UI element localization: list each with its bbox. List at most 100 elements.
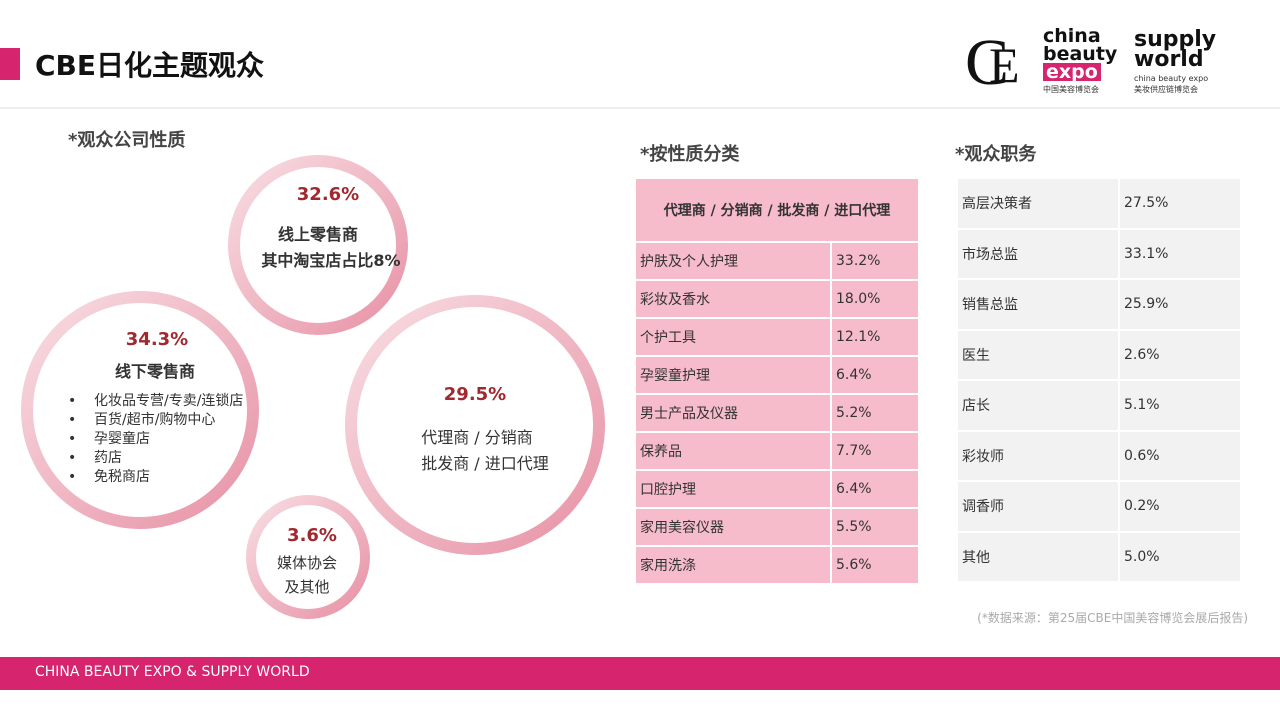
bullet: • [68,393,77,409]
bullet: • [68,450,77,466]
item-text: 百货/超市/购物中心 [94,412,216,428]
bullet: • [68,412,77,428]
logo-line: beauty [1043,43,1118,65]
cell: 孕婴童护理 [634,355,832,395]
line: 代理商 / 分销商 [421,428,533,447]
row: 孕婴童护理 6.4% [634,355,920,395]
row: 彩妆及香水 18.0% [634,279,920,319]
percent: 29.5% [443,384,507,405]
cell: 2.6% [1118,328,1242,381]
logo-mark: CE [965,26,1020,96]
item-text: 药店 [94,450,122,466]
bullet-list: • 化妆品专营/专卖/连锁店 • 百货/超市/购物中心 • 孕婴童店 • 药店 • 免税商店 [68,392,243,487]
cell: 医生 [956,328,1120,381]
logo-text: supply world [1134,27,1217,72]
bullet: • [68,469,77,485]
row: 保养品 7.7% [634,431,920,471]
logo-line: world [1134,47,1204,72]
cell: 6.4% [830,469,920,509]
footer-text: CHINA BEAUTY EXPO & SUPPLY WORLD [35,664,310,680]
circles [21,155,605,619]
cell: 5.6% [830,545,920,585]
logo-sub: 美妆供应链博览会 [1134,85,1198,94]
row: 调香师 0.2% [956,480,1242,533]
logo-text: china beauty expo [1043,25,1118,82]
row: 销售总监 25.9% [956,278,1242,331]
cell: 12.1% [830,317,920,357]
logo-sub: 中国美容博览会 [1043,85,1099,94]
bullet-item: • 免税商店 [68,468,243,487]
cell: 33.1% [1118,227,1242,280]
cell: 其他 [956,530,1120,583]
bullet-item: • 药店 [68,449,243,468]
cell: 口腔护理 [634,469,832,509]
cell: 7.7% [830,431,920,471]
page-title: CBE日化主题观众 [35,49,265,82]
circle [246,495,370,619]
bullet: • [68,431,77,447]
cell: 33.2% [830,241,920,281]
logo-line: expo [1043,63,1101,82]
svg-text:C: C [965,26,1009,96]
row: 护肤及个人护理 33.2% [634,241,920,281]
circle [345,295,605,555]
row: 医生 2.6% [956,328,1242,381]
cell: 店长 [956,379,1120,432]
type-table: 代理商 / 分销商 / 批发商 / 进口代理 护肤及个人护理 33.2% 彩妆及香水 1… [634,177,920,585]
row: 其他 5.0% [956,530,1242,583]
row: 个护工具 12.1% [634,317,920,357]
cell: 个护工具 [634,317,832,357]
item-text: 免税商店 [94,469,150,485]
bullet-item: • 化妆品专营/专卖/连锁店 [68,392,243,411]
item-text: 孕婴童店 [94,431,150,447]
cell: 市场总监 [956,227,1120,280]
cell: 5.5% [830,507,920,547]
divider [0,107,1280,109]
header-row: 代理商 / 分销商 / 批发商 / 进口代理 [634,177,920,243]
svg-text:E: E [989,37,1020,93]
cell: 5.1% [1118,379,1242,432]
cell: 5.0% [1118,530,1242,583]
cell: 彩妆及香水 [634,279,832,319]
position-table: 高层决策者 27.5% 市场总监 33.1% 销售总监 25.9% 医生 2.6% 店长 5.1%… [956,177,1242,583]
percent: 34.3% [125,329,189,350]
cell: 销售总监 [956,278,1120,331]
bullet-item: • 百货/超市/购物中心 [68,411,243,430]
cell: 男士产品及仪器 [634,393,832,433]
percent: 3.6% [287,525,337,546]
item-text: 化妆品专营/专卖/连锁店 [94,393,244,409]
cell: 家用美容仪器 [634,507,832,547]
label: 线上零售商 [277,225,359,244]
logo-line: supply [1134,27,1217,52]
cell: 家用洗涤 [634,545,832,585]
cell: 0.6% [1118,429,1242,482]
line: 批发商 / 进口代理 [421,454,549,473]
row: 口腔护理 6.4% [634,469,920,509]
cell: 5.2% [830,393,920,433]
section-title: *按性质分类 [640,144,740,165]
cell: 彩妆师 [956,429,1120,482]
row: 家用美容仪器 5.5% [634,507,920,547]
cell: 27.5% [1118,177,1242,230]
cell: 保养品 [634,431,832,471]
cell: 6.4% [830,355,920,395]
row: 家用洗涤 5.6% [634,545,920,585]
circle [228,155,408,335]
line: 媒体协会 [276,554,338,572]
row: 高层决策者 27.5% [956,177,1242,230]
cell: 25.9% [1118,278,1242,331]
title-marker [0,48,20,80]
note: 其中淘宝店占比8% [261,251,401,270]
bullet-item: • 孕婴童店 [68,430,243,449]
circle [21,291,259,529]
row: 市场总监 33.1% [956,227,1242,280]
row: 男士产品及仪器 5.2% [634,393,920,433]
row: 彩妆师 0.6% [956,429,1242,482]
logo-tag: china beauty expo [1134,74,1209,83]
section-title: *观众公司性质 [68,130,186,151]
footer-bar [0,657,1280,690]
cell: 护肤及个人护理 [634,241,832,281]
logo-line: china [1043,25,1101,47]
line: 及其他 [284,578,330,596]
